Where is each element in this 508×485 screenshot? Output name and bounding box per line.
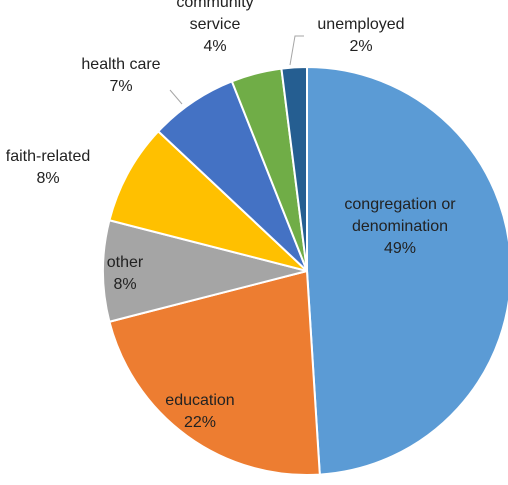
slice-label-faith-related: faith-related 8% xyxy=(6,148,91,187)
pie-slice-faith-related xyxy=(108,129,308,272)
slice-label-congregation-or-denomination: congregation or denomination 49% xyxy=(344,196,456,257)
pie-slice-unemployed xyxy=(280,65,308,272)
pie-slices xyxy=(102,65,508,476)
leader-line-unemployed xyxy=(289,35,304,66)
slice-label-community-service: community service 4% xyxy=(176,0,253,55)
leader-lines xyxy=(169,35,304,105)
slice-label-other: other 8% xyxy=(107,254,144,293)
slice-label-education: education 22% xyxy=(165,392,234,431)
pie-slice-education xyxy=(108,269,321,476)
slice-labels: congregation or denomination 49% education 2… xyxy=(6,0,457,431)
slice-label-health-care: health care 7% xyxy=(81,56,160,95)
pie-slice-other xyxy=(102,219,308,323)
pie-slice-congregation-or-denomination xyxy=(306,65,508,476)
slice-label-unemployed: unemployed 2% xyxy=(317,16,404,55)
leader-line-health-care xyxy=(169,89,183,105)
